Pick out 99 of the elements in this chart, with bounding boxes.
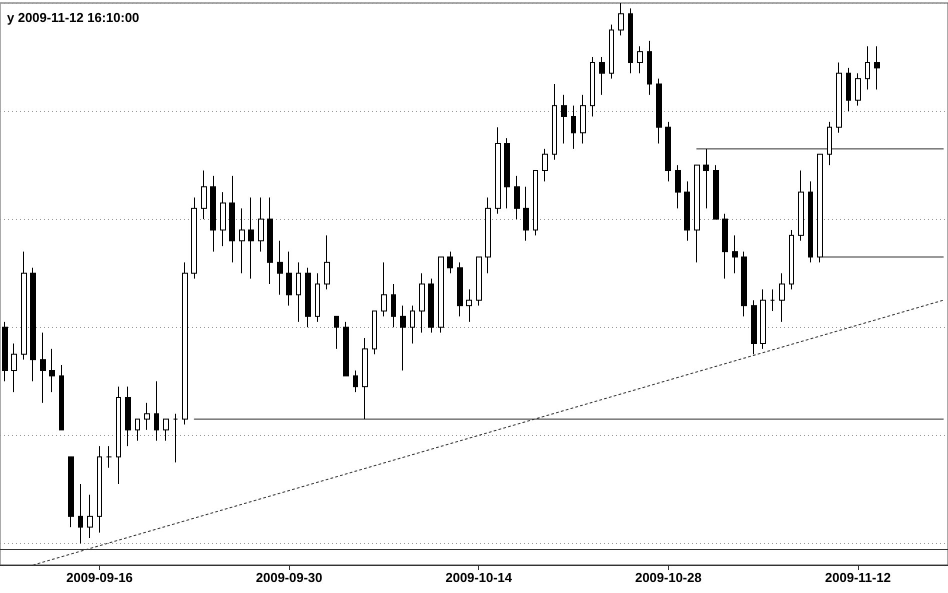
candlestick — [201, 170, 207, 220]
candlestick — [21, 251, 27, 360]
candlestick — [78, 483, 83, 544]
candlestick — [87, 494, 93, 538]
candlestick — [722, 213, 728, 280]
candlestick — [485, 197, 491, 274]
candlestick — [419, 272, 425, 334]
candlestick — [855, 72, 861, 106]
candlestick — [428, 278, 434, 334]
candlestick — [191, 197, 197, 280]
candlestick — [106, 446, 112, 468]
candlestick — [315, 272, 320, 322]
x-tick-label: 2009-09-30 — [256, 570, 322, 585]
candlestick — [353, 370, 358, 393]
candlestick — [580, 94, 586, 144]
candlestick — [789, 229, 794, 290]
candlestick — [229, 175, 235, 263]
candlestick — [267, 197, 273, 284]
candlestick — [400, 305, 406, 371]
candlestick — [391, 284, 396, 328]
candlestick — [561, 94, 567, 144]
candlestick — [343, 321, 349, 376]
candlestick — [637, 46, 643, 74]
candlestick — [552, 84, 557, 160]
candlestick — [163, 418, 169, 442]
candlestick — [2, 321, 8, 382]
candlestick — [694, 164, 700, 263]
candlestick — [808, 180, 813, 263]
candlestick — [11, 342, 17, 393]
x-tick-label: 2009-09-16 — [66, 570, 133, 585]
candlestick — [798, 170, 804, 242]
candlestick — [182, 262, 188, 425]
candlestick — [362, 338, 368, 420]
candlestick — [732, 234, 738, 274]
candlestick — [684, 180, 690, 242]
candlestick — [476, 256, 482, 306]
candlestick — [447, 251, 453, 274]
candlestick — [258, 197, 264, 252]
candlestick — [609, 24, 614, 80]
candlestick — [590, 56, 595, 117]
candlestick — [154, 380, 159, 442]
candlestick — [495, 126, 501, 214]
candlestick — [514, 175, 520, 220]
candlestick — [296, 262, 301, 322]
candlestick — [466, 288, 472, 322]
candlestick — [675, 164, 681, 209]
candlestick — [305, 267, 311, 328]
candlestick — [741, 251, 747, 317]
candlestick — [144, 402, 150, 430]
candlestick — [713, 164, 719, 220]
candlestick — [865, 46, 870, 90]
x-tick-label: 2009-10-14 — [445, 570, 513, 585]
candlestick — [49, 348, 55, 393]
candlestick — [410, 305, 415, 344]
candlestick — [504, 138, 510, 209]
candlestick — [239, 208, 245, 274]
candlestick — [779, 272, 785, 322]
candlestick — [59, 364, 64, 430]
candlestick — [542, 148, 548, 182]
candlestick — [836, 62, 842, 134]
candlestick — [210, 175, 216, 252]
x-tick-label: 2009-11-12 — [825, 570, 891, 585]
candlestick — [334, 316, 339, 350]
candlestick — [457, 262, 463, 317]
candlestick — [874, 46, 880, 90]
candlestick — [846, 67, 851, 112]
candlestick — [751, 300, 757, 355]
candlestick — [656, 78, 662, 144]
candlestick — [665, 121, 671, 182]
candlestick — [40, 332, 46, 404]
candlestick — [125, 386, 131, 447]
candlestick — [523, 186, 529, 242]
candlestick — [628, 8, 633, 74]
candlestick — [30, 267, 36, 382]
candlestick — [248, 197, 254, 280]
candlestick — [286, 251, 292, 306]
x-tick-label: 2009-10-28 — [635, 570, 702, 585]
candlestick — [68, 456, 74, 528]
candlestick — [533, 170, 538, 236]
candlestick — [647, 40, 652, 96]
candlestick — [135, 418, 140, 442]
candlestick — [277, 240, 283, 296]
candlestick — [571, 105, 576, 150]
candlestick — [438, 256, 444, 334]
candlestick — [827, 121, 832, 166]
candlestick — [703, 148, 709, 209]
text: y 2009-11-12 16:10:00 — [7, 10, 140, 25]
candlestick — [116, 386, 121, 484]
candlestick — [97, 446, 102, 534]
candlestick — [618, 2, 624, 36]
candlestick — [372, 310, 377, 355]
candlestick — [770, 288, 775, 312]
candlestick — [817, 154, 823, 263]
candlestick — [220, 192, 226, 247]
candlestick — [381, 262, 387, 317]
candlestick — [173, 413, 178, 463]
candlestick — [599, 56, 605, 96]
candlestick — [324, 234, 330, 290]
candlestick — [760, 288, 766, 350]
